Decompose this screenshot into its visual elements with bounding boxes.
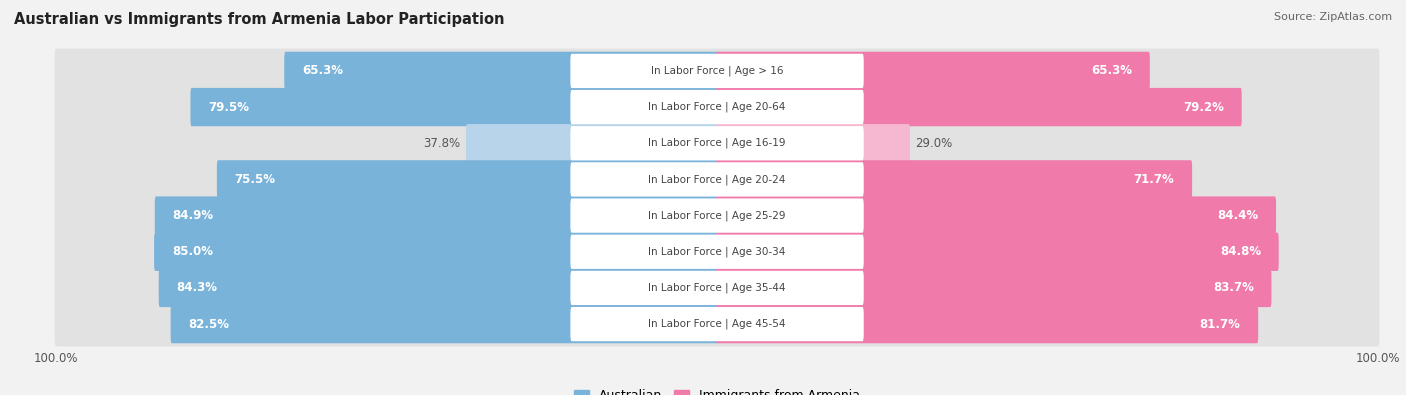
FancyBboxPatch shape — [571, 54, 863, 88]
FancyBboxPatch shape — [571, 162, 863, 197]
FancyBboxPatch shape — [190, 88, 718, 126]
FancyBboxPatch shape — [716, 88, 1241, 126]
Text: 79.5%: 79.5% — [208, 101, 249, 114]
FancyBboxPatch shape — [55, 265, 1379, 310]
Text: 84.9%: 84.9% — [173, 209, 214, 222]
FancyBboxPatch shape — [716, 196, 1277, 235]
FancyBboxPatch shape — [716, 305, 1258, 343]
FancyBboxPatch shape — [571, 271, 863, 305]
Text: 85.0%: 85.0% — [172, 245, 212, 258]
Text: In Labor Force | Age 20-24: In Labor Force | Age 20-24 — [648, 174, 786, 185]
FancyBboxPatch shape — [55, 229, 1379, 274]
Legend: Australian, Immigrants from Armenia: Australian, Immigrants from Armenia — [568, 384, 866, 395]
Text: 29.0%: 29.0% — [915, 137, 952, 150]
Text: In Labor Force | Age 20-64: In Labor Force | Age 20-64 — [648, 102, 786, 112]
FancyBboxPatch shape — [155, 196, 718, 235]
Text: In Labor Force | Age > 16: In Labor Force | Age > 16 — [651, 66, 783, 76]
FancyBboxPatch shape — [716, 233, 1278, 271]
FancyBboxPatch shape — [159, 269, 718, 307]
Text: In Labor Force | Age 45-54: In Labor Force | Age 45-54 — [648, 319, 786, 329]
Text: Australian vs Immigrants from Armenia Labor Participation: Australian vs Immigrants from Armenia La… — [14, 12, 505, 27]
FancyBboxPatch shape — [716, 124, 910, 162]
FancyBboxPatch shape — [571, 307, 863, 341]
Text: 82.5%: 82.5% — [188, 318, 229, 331]
Text: 81.7%: 81.7% — [1199, 318, 1240, 331]
Text: 75.5%: 75.5% — [235, 173, 276, 186]
Text: In Labor Force | Age 25-29: In Labor Force | Age 25-29 — [648, 210, 786, 221]
Text: 84.8%: 84.8% — [1220, 245, 1261, 258]
FancyBboxPatch shape — [55, 157, 1379, 202]
FancyBboxPatch shape — [55, 85, 1379, 130]
FancyBboxPatch shape — [571, 198, 863, 233]
FancyBboxPatch shape — [571, 126, 863, 160]
FancyBboxPatch shape — [217, 160, 718, 199]
FancyBboxPatch shape — [55, 49, 1379, 93]
Text: 37.8%: 37.8% — [423, 137, 461, 150]
FancyBboxPatch shape — [716, 52, 1150, 90]
Text: 79.2%: 79.2% — [1182, 101, 1223, 114]
FancyBboxPatch shape — [716, 160, 1192, 199]
Text: 65.3%: 65.3% — [302, 64, 343, 77]
Text: In Labor Force | Age 16-19: In Labor Force | Age 16-19 — [648, 138, 786, 149]
Text: 83.7%: 83.7% — [1213, 281, 1254, 294]
FancyBboxPatch shape — [716, 269, 1271, 307]
Text: 71.7%: 71.7% — [1133, 173, 1174, 186]
FancyBboxPatch shape — [284, 52, 718, 90]
Text: In Labor Force | Age 30-34: In Labor Force | Age 30-34 — [648, 246, 786, 257]
FancyBboxPatch shape — [170, 305, 718, 343]
FancyBboxPatch shape — [571, 235, 863, 269]
FancyBboxPatch shape — [55, 193, 1379, 238]
Text: Source: ZipAtlas.com: Source: ZipAtlas.com — [1274, 12, 1392, 22]
Text: 84.3%: 84.3% — [177, 281, 218, 294]
Text: In Labor Force | Age 35-44: In Labor Force | Age 35-44 — [648, 283, 786, 293]
Text: 84.4%: 84.4% — [1218, 209, 1258, 222]
FancyBboxPatch shape — [155, 233, 718, 271]
FancyBboxPatch shape — [55, 302, 1379, 346]
Text: 65.3%: 65.3% — [1091, 64, 1132, 77]
FancyBboxPatch shape — [571, 90, 863, 124]
FancyBboxPatch shape — [55, 121, 1379, 166]
FancyBboxPatch shape — [465, 124, 718, 162]
